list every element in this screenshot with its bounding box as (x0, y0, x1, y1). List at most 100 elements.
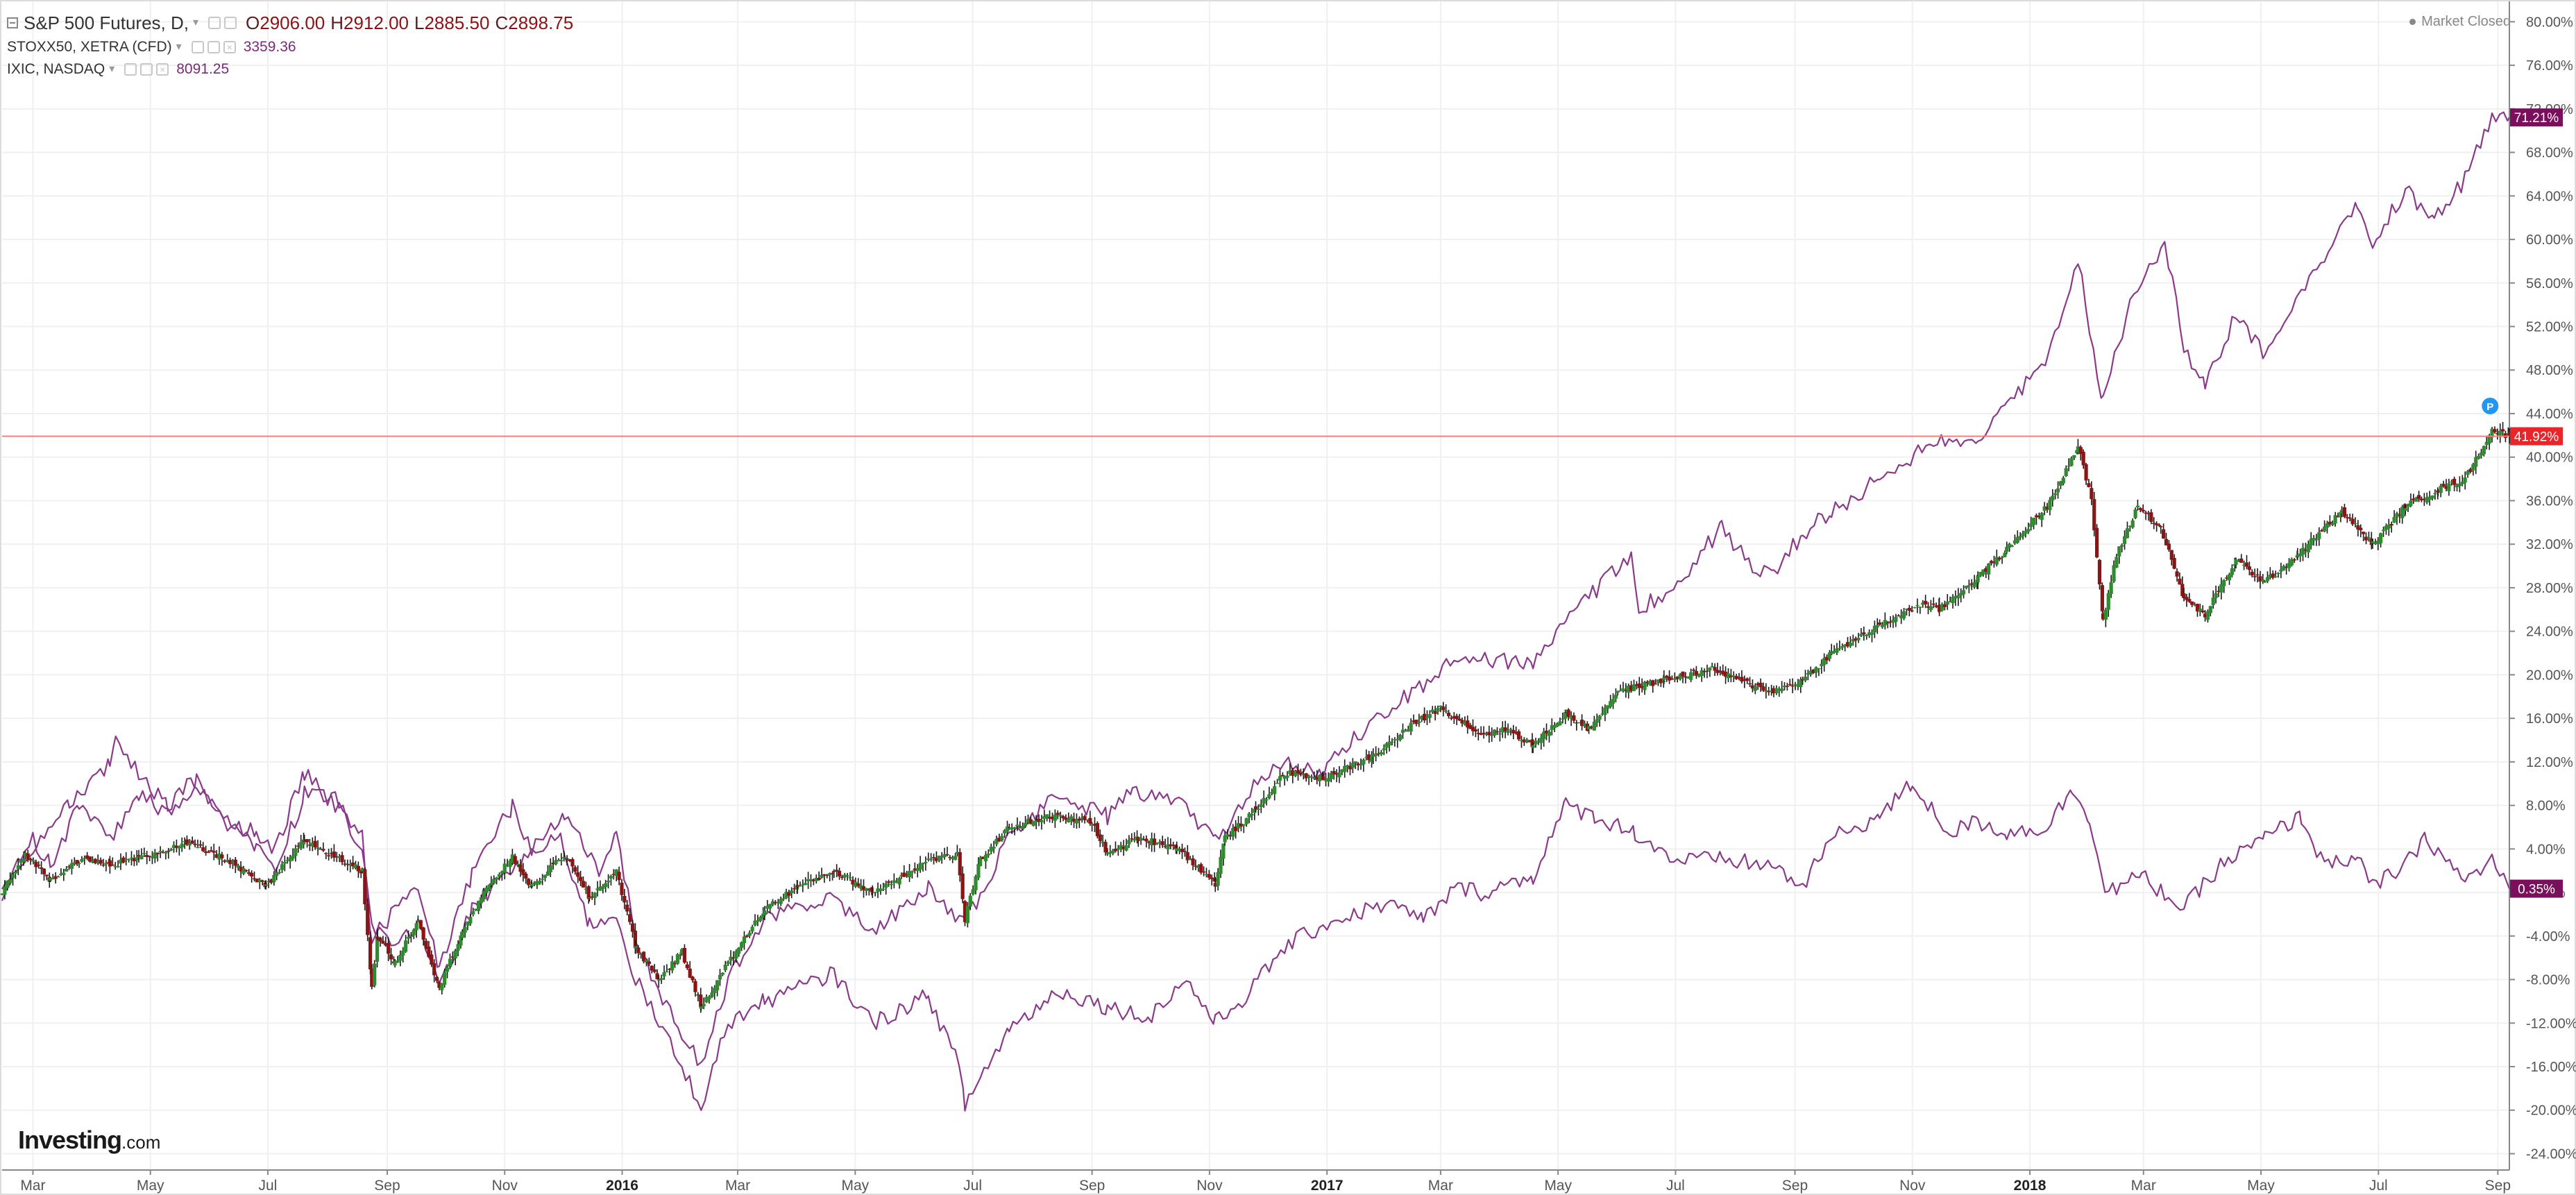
x-tick-label: Jul (2369, 1178, 2388, 1194)
candle-body (1337, 772, 1341, 778)
candle-body (1907, 607, 1911, 611)
candle-body (609, 876, 613, 879)
candle-body (440, 983, 444, 990)
candle-body (1634, 684, 1638, 686)
candle-body (2178, 578, 2182, 585)
candle-body (1326, 778, 1330, 782)
candle-body (1449, 718, 1454, 719)
candle-body (801, 884, 805, 885)
candle-body (1150, 838, 1154, 846)
candle-body (10, 874, 15, 879)
candle-body (87, 856, 92, 862)
settings-icon[interactable] (140, 63, 153, 76)
candle-body (942, 854, 947, 858)
candle-body (1656, 679, 1661, 683)
candle-body (1793, 684, 1797, 686)
candle-body (409, 935, 414, 937)
settings-icon[interactable] (224, 17, 237, 29)
candle-body (90, 861, 95, 863)
chevron-down-icon[interactable]: ▾ (109, 63, 115, 75)
x-tick-label: Sep (1079, 1178, 1105, 1194)
candle-body (907, 871, 912, 878)
candle-body (75, 860, 79, 865)
collapse-icon[interactable] (7, 17, 18, 28)
candle-body (1747, 683, 1752, 685)
candle-body (348, 864, 353, 866)
candle-body (2433, 493, 2437, 495)
candle-body (384, 943, 388, 946)
candle-body (590, 896, 594, 898)
candle-body (2149, 512, 2153, 522)
candle-body (220, 854, 224, 858)
candle-body (1171, 845, 1176, 846)
candle-body (1700, 670, 1704, 677)
eye-icon[interactable] (124, 63, 137, 76)
candlestick-series (0, 422, 2511, 1013)
close-icon[interactable]: × (156, 63, 169, 76)
candle-body (1175, 848, 1179, 851)
x-tick-label: Mar (725, 1178, 750, 1194)
candle-body (1808, 670, 1813, 675)
candle-body (870, 887, 874, 892)
candle-body (135, 857, 139, 861)
candle-body (1191, 858, 1195, 865)
candle-body (2164, 539, 2169, 545)
candle-body (825, 874, 829, 876)
candle-body (830, 872, 835, 874)
y-tick-label: 80.00% (2526, 15, 2573, 30)
candle-body (1851, 638, 1855, 642)
eye-icon[interactable] (191, 41, 204, 53)
candle-body (1334, 773, 1339, 775)
eye-icon[interactable] (208, 17, 221, 29)
candle-body (1611, 699, 1616, 704)
candle-body (305, 839, 310, 842)
candle-body (1064, 817, 1068, 820)
candle-body (1264, 799, 1269, 801)
chevron-down-icon[interactable]: ▾ (192, 17, 199, 28)
chevron-down-icon[interactable]: ▾ (176, 41, 182, 53)
candle-body (1756, 683, 1760, 686)
close-icon[interactable]: × (223, 41, 236, 53)
y-tick-label: -8.00% (2526, 973, 2570, 988)
candle-body (2141, 509, 2145, 512)
candle-body (1665, 675, 1669, 678)
ohlc-close-value: 2898.75 (508, 12, 574, 33)
candle-body (212, 851, 216, 853)
candle-body (918, 863, 922, 870)
compare-symbol-label[interactable]: IXIC, NASDAQ (7, 61, 105, 77)
candle-body (1856, 637, 1861, 641)
candle-body (2353, 523, 2357, 525)
candle-body (2484, 441, 2489, 446)
candle-body (497, 874, 502, 877)
candle-body (34, 861, 38, 867)
compare-symbol-label[interactable]: STOXX50, XETRA (CFD) (7, 39, 172, 55)
candle-body (581, 881, 586, 888)
candle-body (406, 937, 411, 939)
candle-body (500, 871, 504, 874)
x-tick-label: 2018 (2014, 1178, 2047, 1194)
candle-body (2309, 539, 2313, 546)
candle-body (2122, 536, 2127, 544)
main-symbol-label[interactable]: S&P 500 Futures, D, (24, 12, 189, 33)
candle-body (2042, 506, 2047, 511)
candle-body (1210, 877, 1214, 879)
candle-body (1530, 739, 1534, 747)
candle-body (1012, 828, 1017, 829)
investing-logo[interactable]: Investing.com (18, 1126, 160, 1155)
candle-body (1028, 819, 1033, 824)
candle-body (881, 888, 886, 890)
candle-body (1715, 670, 1720, 673)
candle-body (1367, 754, 1371, 761)
candle-body (814, 877, 818, 881)
candle-body (2157, 525, 2162, 526)
candle-body (804, 883, 808, 885)
settings-icon[interactable] (207, 41, 220, 53)
candle-body (1681, 671, 1685, 677)
candle-body (502, 863, 507, 873)
candle-body (142, 853, 146, 854)
price-badge-label: 0.35% (2518, 883, 2555, 897)
candle-body (275, 872, 279, 876)
candle-body (679, 949, 684, 954)
